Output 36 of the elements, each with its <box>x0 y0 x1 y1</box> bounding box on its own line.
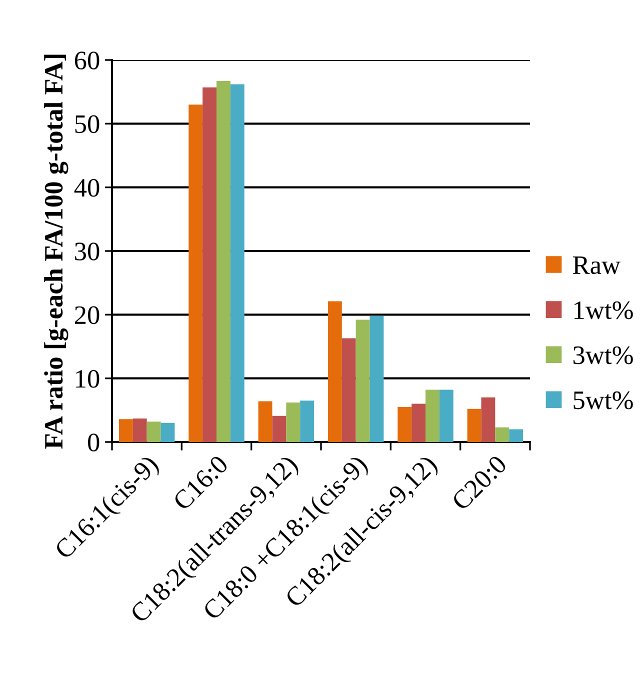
y-tick-label: 40 <box>74 178 100 197</box>
bar <box>342 338 356 442</box>
bar <box>160 422 175 442</box>
y-axis-title: FA ratio [g-each FA/100 g-total FA] <box>44 54 68 449</box>
legend-label: 1wt% <box>574 301 633 320</box>
bar <box>258 401 272 442</box>
bar <box>230 84 244 442</box>
bar <box>188 104 203 442</box>
y-tick-label: 50 <box>75 115 100 134</box>
bar <box>216 81 230 442</box>
bar <box>300 400 314 442</box>
bar <box>398 406 412 442</box>
bar <box>509 429 524 442</box>
bar <box>356 320 370 442</box>
bar <box>328 301 342 442</box>
y-tick-label: 20 <box>74 306 100 324</box>
bar <box>426 390 440 442</box>
legend-label: 3wt% <box>573 346 633 364</box>
bar <box>481 397 496 442</box>
bar <box>370 316 384 442</box>
bar <box>146 422 161 442</box>
bar <box>286 402 300 442</box>
y-tick-label: 30 <box>75 242 100 260</box>
legend-label: 5wt% <box>574 391 633 410</box>
bar <box>118 419 133 442</box>
y-tick-label: 0 <box>88 434 100 452</box>
bar <box>202 87 216 442</box>
bar <box>467 408 482 442</box>
bar <box>272 416 286 442</box>
bar <box>439 390 454 442</box>
bar <box>495 427 510 442</box>
y-tick-label: 10 <box>76 370 100 388</box>
y-tick-label: 60 <box>74 52 100 70</box>
bar <box>412 404 426 442</box>
bar <box>132 418 147 442</box>
legend-label: Raw <box>572 256 620 274</box>
